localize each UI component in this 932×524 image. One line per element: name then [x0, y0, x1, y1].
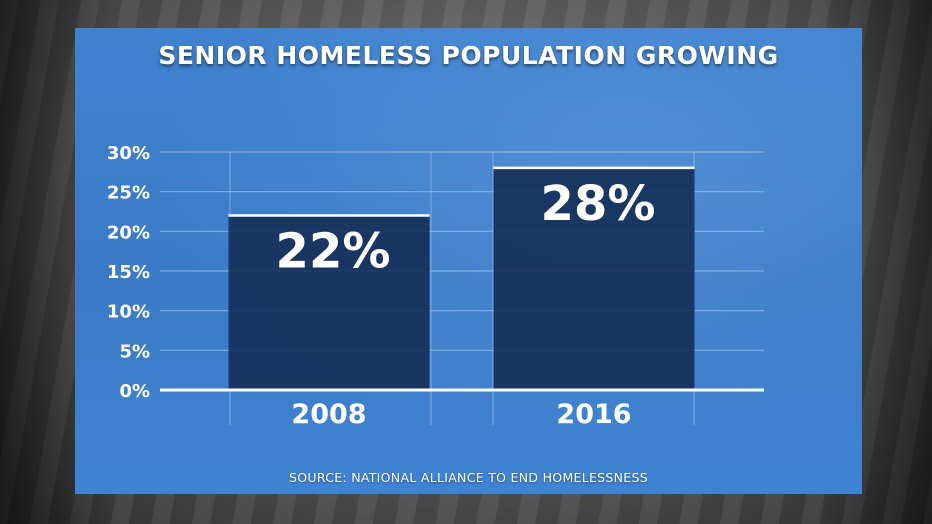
x-category-label: 2008 [291, 399, 366, 430]
y-tick-label: 25% [107, 183, 150, 204]
data-label: 28% [541, 176, 656, 232]
chart-title: SENIOR HOMELESS POPULATION GROWING [158, 41, 779, 70]
data-label: 22% [276, 223, 391, 279]
y-tick-label: 15% [107, 262, 150, 283]
chart-panel: SENIOR HOMELESS POPULATION GROWING 0% 5% 1… [75, 28, 862, 494]
x-category-label: 2016 [556, 399, 631, 430]
bar [493, 167, 695, 390]
bar-chart: 0% 5% 10% 15% 20% 25% 30% 22% 2008 28% 2016 [107, 143, 764, 430]
bar [228, 215, 430, 390]
source-note: SOURCE: NATIONAL ALLIANCE TO END HOMELES… [289, 470, 648, 485]
y-tick-label: 5% [119, 341, 150, 362]
y-tick-label: 20% [107, 222, 150, 243]
y-tick-label: 30% [107, 143, 150, 164]
y-tick-label: 10% [107, 302, 150, 323]
y-tick-label: 0% [119, 381, 150, 402]
